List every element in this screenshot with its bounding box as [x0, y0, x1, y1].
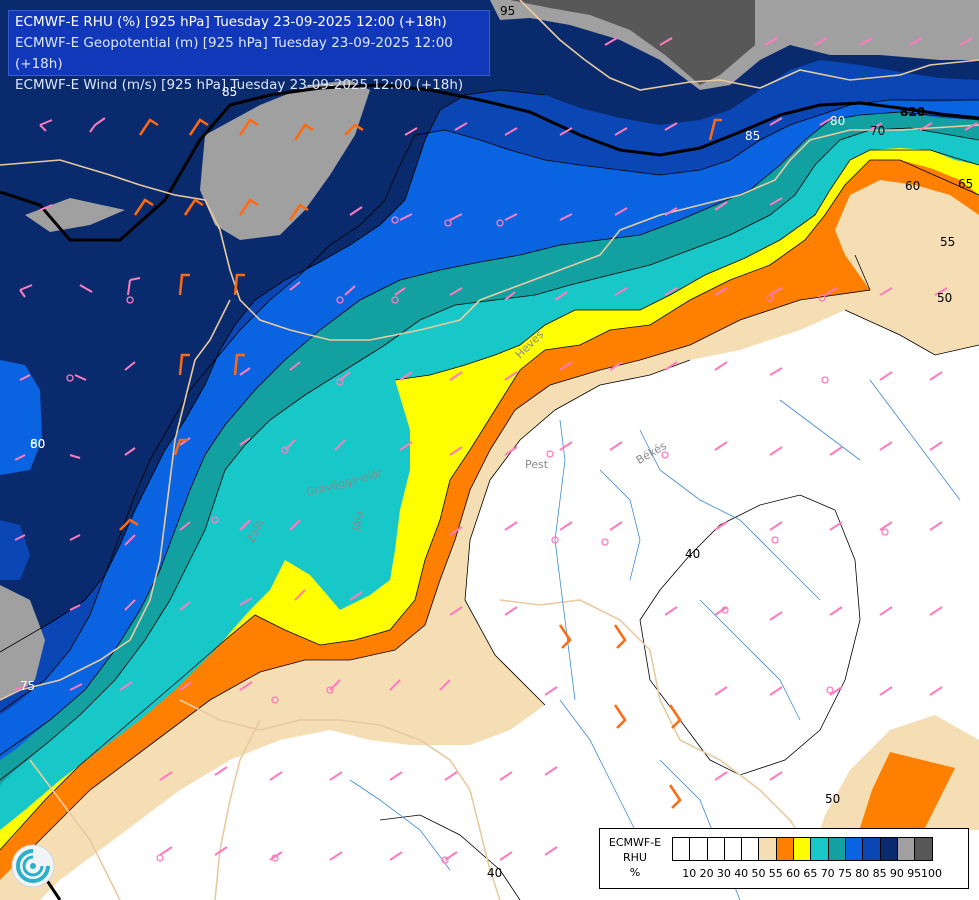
legend-swatch: [811, 838, 829, 860]
legend-tick-label: 30: [716, 867, 731, 880]
legend-color-bar: [672, 837, 934, 861]
legend-swatch: [915, 838, 933, 860]
contour-label: 65: [958, 177, 973, 191]
contour-label: 70: [870, 124, 885, 138]
legend-swatch: [690, 838, 708, 860]
rhu-contours: [0, 89, 979, 900]
contour-label: 80: [30, 437, 45, 451]
rhu-band-90-95-northwest: [200, 80, 370, 240]
title-wind: ECMWF-E Wind (m/s) [925 hPa] Tuesday 23-…: [15, 77, 464, 93]
contour-labels: 95 85 85 80 80 75 70 65 60 55 50 50 40 4…: [20, 4, 973, 880]
legend-swatch: [863, 838, 881, 860]
legend-tick-label: 85: [872, 867, 887, 880]
title-rhu: ECMWF-E RHU (%) [925 hPa] Tuesday 23-09-…: [15, 14, 447, 30]
legend-tick-label: 10: [682, 867, 697, 880]
contour-label: 75: [20, 679, 35, 693]
legend-swatch: [707, 838, 725, 860]
place-label-jaia: Jáia: [349, 509, 367, 532]
legend-swatch: [759, 838, 777, 860]
contour-label: 85: [745, 129, 760, 143]
contour-label: 820: [900, 105, 925, 119]
legend-label-line1: ECMWF-E: [608, 836, 662, 849]
rivers: [349, 379, 961, 900]
contour-label: 50: [825, 792, 840, 806]
legend-label: ECMWF-E RHU %: [602, 835, 668, 880]
legend-tick-label: 70: [820, 867, 835, 880]
legend-tick-label: 100: [921, 867, 942, 880]
legend-label-line2: RHU: [623, 851, 647, 864]
legend-tick-label: 55: [768, 867, 783, 880]
legend-tick-label: 65: [803, 867, 818, 880]
legend-label-line3: %: [629, 866, 641, 879]
rhu-band-55-60-southeast: [860, 752, 955, 828]
contour-label: 80: [830, 114, 845, 128]
title-geopotential: ECMWF-E Geopotential (m) [925 hPa] Tuesd…: [15, 35, 453, 72]
legend-tick-label: 90: [889, 867, 904, 880]
contour-label: 85: [222, 85, 237, 99]
contour-label: 60: [30, 437, 45, 451]
station-markers: [66, 216, 889, 864]
legend-swatch: [742, 838, 760, 860]
legend-swatch: [828, 838, 846, 860]
legend-tick-label: 60: [786, 867, 801, 880]
rhu-band-90-95-southwest: [0, 585, 45, 700]
legend-tick-label: 95: [907, 867, 922, 880]
legend-tick-label: 75: [838, 867, 852, 880]
contour-label: 95: [500, 4, 515, 18]
legend-swatch: [776, 838, 795, 860]
rhu-band-95-100: [510, 0, 755, 85]
legend-swatch: [673, 838, 691, 860]
legend-tick-label: 50: [751, 867, 766, 880]
legend-swatch: [845, 838, 864, 860]
legend-swatch: [724, 838, 743, 860]
contour-label: 55: [940, 235, 955, 249]
geopotential-820-line: [0, 83, 979, 242]
place-label-pest: Pest: [525, 458, 549, 471]
legend-swatch: [880, 838, 898, 860]
contour-label: 60: [905, 179, 920, 193]
contour-label: 40: [487, 866, 502, 880]
map-title-box: ECMWF-E RHU (%) [925 hPa] Tuesday 23-09-…: [8, 10, 490, 93]
rhu-patch-75-80-west: [0, 360, 42, 475]
legend-tick-label: 40: [734, 867, 749, 880]
ecmwf-logo-icon: [11, 844, 55, 888]
rhu-legend: ECMWF-E RHU % 10 20 30 40 50 55 60 65 70 75 80 85 90…: [599, 828, 969, 889]
legend-tick-label: 80: [855, 867, 870, 880]
contour-label: 40: [685, 547, 700, 561]
wind-barbs: [14, 37, 978, 861]
legend-tick-label: 20: [699, 867, 714, 880]
legend-swatch: [794, 838, 812, 860]
legend-swatch: [897, 838, 916, 860]
contour-label: 50: [937, 291, 952, 305]
rhu-patch-80-85-west: [0, 520, 30, 580]
legend-ticks: 10 20 30 40 50 55 60 65 70 75 80 85 90 95 100: [672, 867, 972, 881]
